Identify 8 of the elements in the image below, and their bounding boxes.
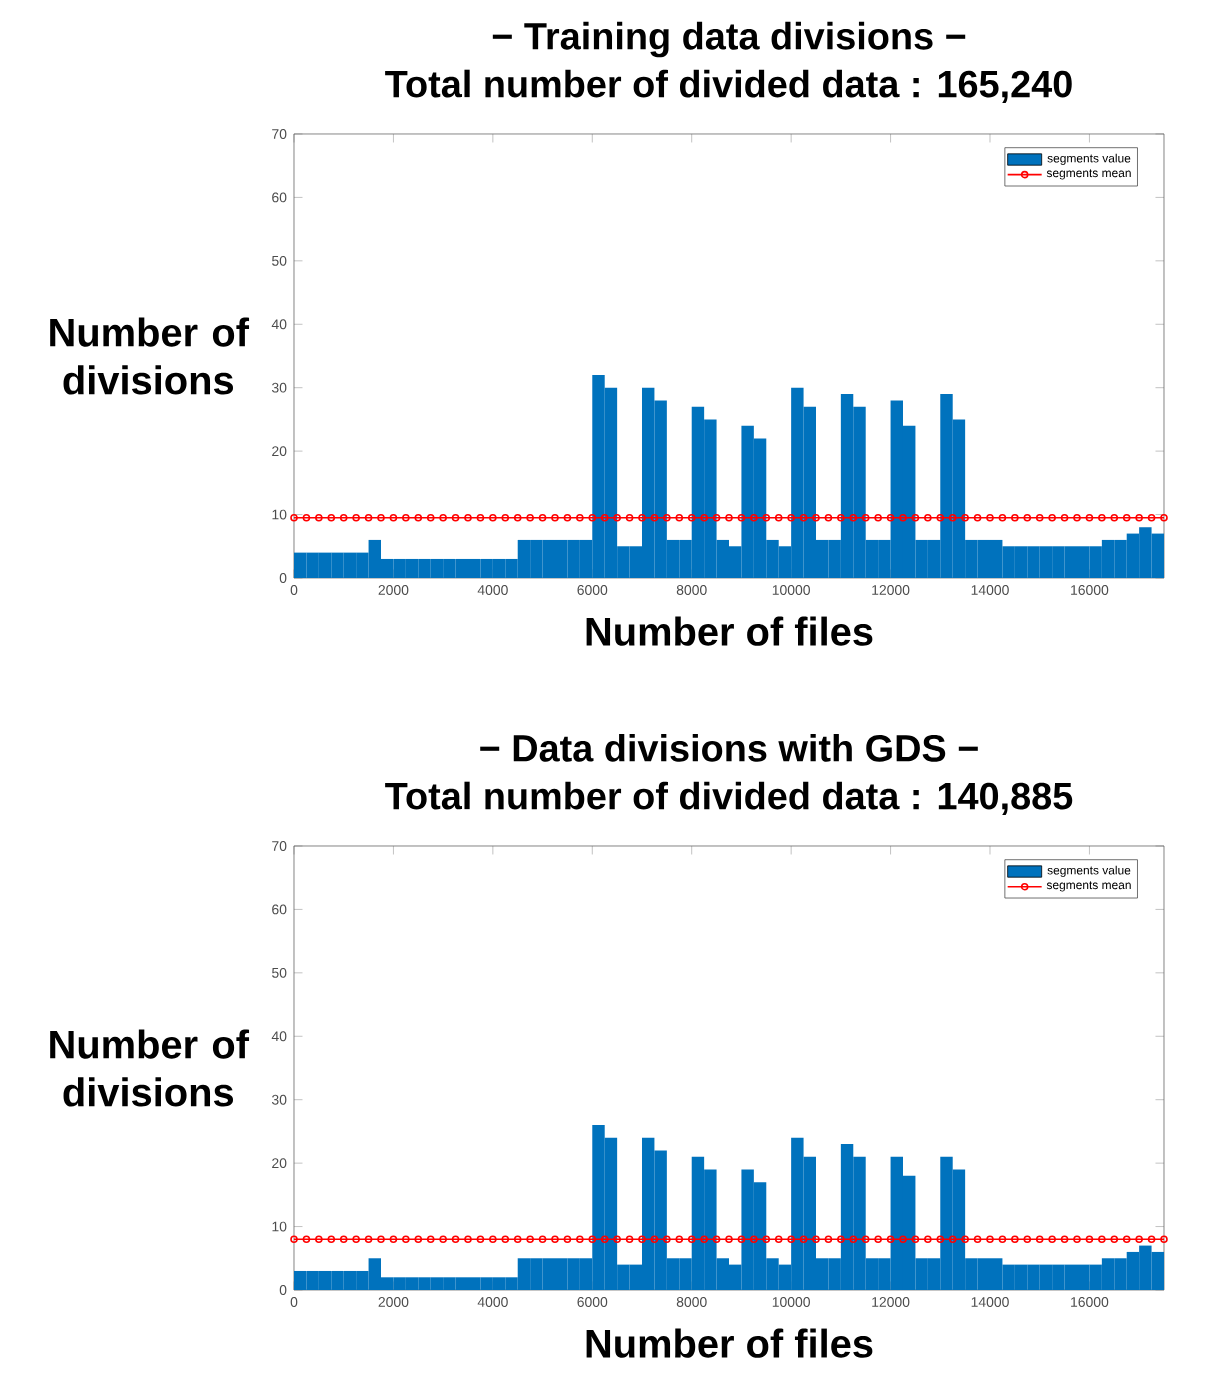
chart-subtitle: Total number of divided data : 165,240 xyxy=(385,69,1072,103)
x-axis-title: Number of files xyxy=(586,1328,873,1358)
chart-title: − Training data divisions − xyxy=(492,21,966,58)
y-axis-title: Number of divisions xyxy=(50,1029,250,1107)
x-axis-title: Number of files xyxy=(586,616,873,646)
chart-subtitle: Total number of divided data : 140,885 xyxy=(385,781,1073,815)
chart-title: − Data divisions with GDS − xyxy=(480,733,978,762)
y-axis-title: Number of divisions xyxy=(50,317,250,395)
